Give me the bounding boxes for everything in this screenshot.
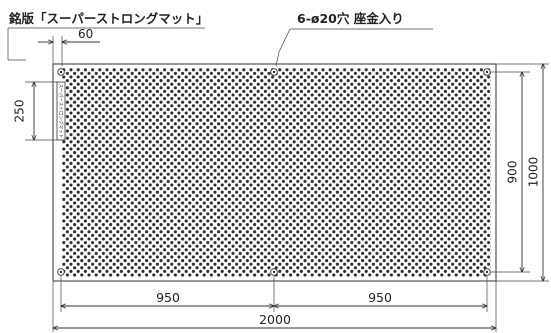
dim-950-right-label: 950: [368, 290, 392, 305]
dim-1000: 1000: [496, 64, 549, 281]
dim-900-label: 900: [506, 161, 520, 184]
dim-1000-label: 1000: [527, 157, 541, 188]
hole: [57, 268, 65, 276]
holes-label: 6-ø20穴 座金入り: [297, 11, 404, 26]
nameplate-label: 銘版「スーパーストロングマット」: [9, 11, 208, 26]
dim-900: 900: [491, 72, 530, 272]
dim-60-label: 60: [78, 27, 93, 41]
hole: [57, 68, 65, 76]
dim-250-label: 250: [13, 100, 27, 123]
dim-950-row: 950 950: [61, 276, 487, 312]
dim-60: 60: [38, 27, 100, 66]
dim-250: 250: [13, 82, 57, 140]
nameplate-plate-text: スーパーストロングマット: [58, 84, 65, 139]
nameplate-plate: [56, 81, 66, 141]
nameplate-callout: 銘版「スーパーストロングマット」: [7, 11, 208, 61]
dim-2000-label: 2000: [259, 312, 291, 327]
hole: [270, 68, 278, 76]
hole: [483, 268, 491, 276]
holes-callout: 6-ø20穴 座金入り: [275, 11, 433, 67]
perforation-field: [62, 68, 491, 277]
dim-950-left-label: 950: [156, 290, 180, 305]
dim-2000: 2000: [53, 281, 496, 332]
hole: [270, 268, 278, 276]
hole: [483, 68, 491, 76]
